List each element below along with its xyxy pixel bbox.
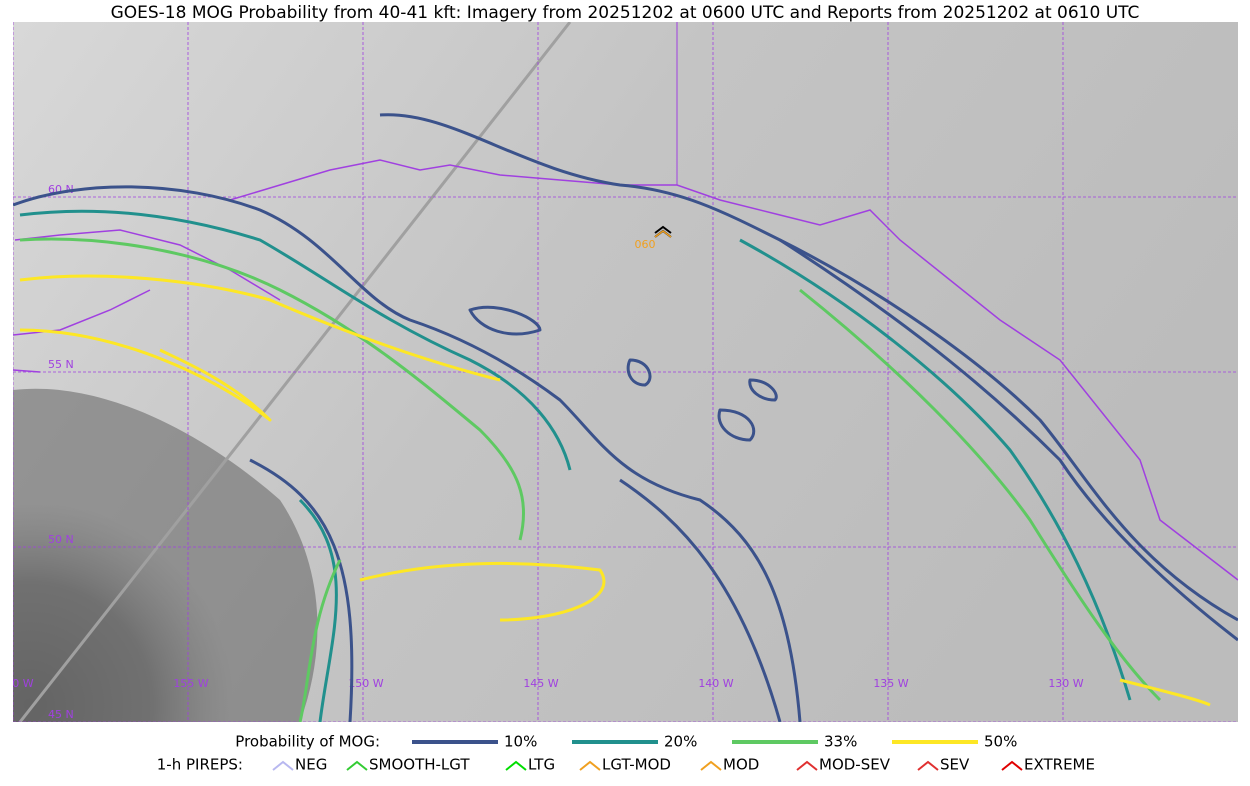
pirep-symbol	[346, 760, 368, 771]
lon-label: 150 W	[348, 677, 383, 690]
contour-20	[19, 209, 1132, 722]
pirep-marker	[654, 230, 672, 238]
pirep-label: SEV	[940, 756, 970, 774]
pirep-label: MOD-SEV	[819, 756, 891, 774]
lat-label: 45 N	[48, 708, 74, 721]
lat-label: 55 N	[48, 358, 74, 371]
dark-ocean	[13, 388, 318, 722]
pirep-label: NEG	[295, 756, 327, 774]
title: GOES-18 MOG Probability from 40-41 kft: …	[111, 3, 1140, 23]
legend-label: 20%	[664, 733, 697, 751]
pirep-symbol	[272, 760, 294, 771]
contour-10	[13, 113, 1238, 722]
lat-label: 50 N	[48, 533, 74, 546]
lon-label: 160 W	[0, 677, 34, 690]
pirep-symbol	[1001, 760, 1023, 771]
pirep-label: LGT-MOD	[602, 756, 671, 774]
legend-label: 50%	[984, 733, 1017, 751]
pirep-symbol	[505, 760, 527, 771]
coastline	[229, 159, 1238, 581]
contour-50	[19, 274, 1211, 707]
contour-10	[249, 238, 1238, 722]
pirep-label: SMOOTH-LGT	[369, 756, 470, 774]
legend-title: Probability of MOG:	[235, 733, 380, 751]
lon-label: 135 W	[873, 677, 908, 690]
pirep-symbol	[796, 760, 818, 771]
pirep-label: MOD	[723, 756, 759, 774]
pirep-symbol	[700, 760, 722, 771]
contour-10	[468, 305, 778, 442]
pirep-label: EXTREME	[1024, 756, 1095, 774]
pirep-label: 060	[635, 238, 656, 251]
pirep-symbol	[917, 760, 939, 771]
legend-label: 33%	[824, 733, 857, 751]
lon-label: 140 W	[698, 677, 733, 690]
pireps-title: 1-h PIREPS:	[157, 756, 243, 774]
lon-label: 145 W	[523, 677, 558, 690]
pirep-symbol	[579, 760, 601, 771]
lon-label: 130 W	[1048, 677, 1083, 690]
lon-label: 155 W	[173, 677, 208, 690]
legend-label: 10%	[504, 733, 537, 751]
pirep-label: LTG	[528, 756, 555, 774]
